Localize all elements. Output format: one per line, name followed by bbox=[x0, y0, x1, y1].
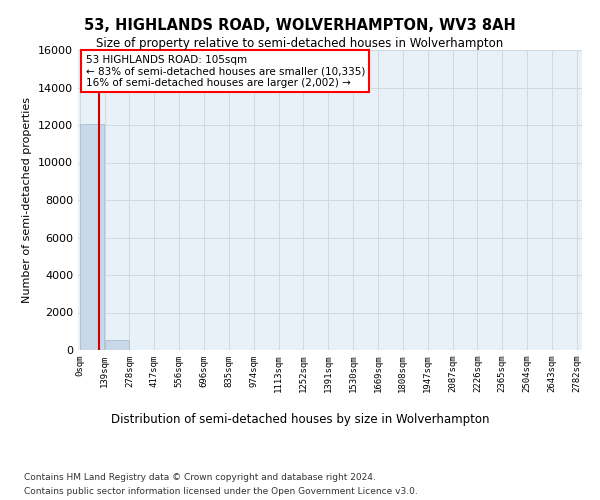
Text: 53 HIGHLANDS ROAD: 105sqm
← 83% of semi-detached houses are smaller (10,335)
16%: 53 HIGHLANDS ROAD: 105sqm ← 83% of semi-… bbox=[86, 54, 365, 88]
Bar bbox=[105, 340, 129, 350]
Text: Size of property relative to semi-detached houses in Wolverhampton: Size of property relative to semi-detach… bbox=[97, 38, 503, 51]
Text: Distribution of semi-detached houses by size in Wolverhampton: Distribution of semi-detached houses by … bbox=[111, 412, 489, 426]
Bar bbox=[80, 124, 104, 350]
Text: Contains public sector information licensed under the Open Government Licence v3: Contains public sector information licen… bbox=[24, 488, 418, 496]
Text: Contains HM Land Registry data © Crown copyright and database right 2024.: Contains HM Land Registry data © Crown c… bbox=[24, 472, 376, 482]
Text: 53, HIGHLANDS ROAD, WOLVERHAMPTON, WV3 8AH: 53, HIGHLANDS ROAD, WOLVERHAMPTON, WV3 8… bbox=[84, 18, 516, 32]
Y-axis label: Number of semi-detached properties: Number of semi-detached properties bbox=[22, 97, 32, 303]
